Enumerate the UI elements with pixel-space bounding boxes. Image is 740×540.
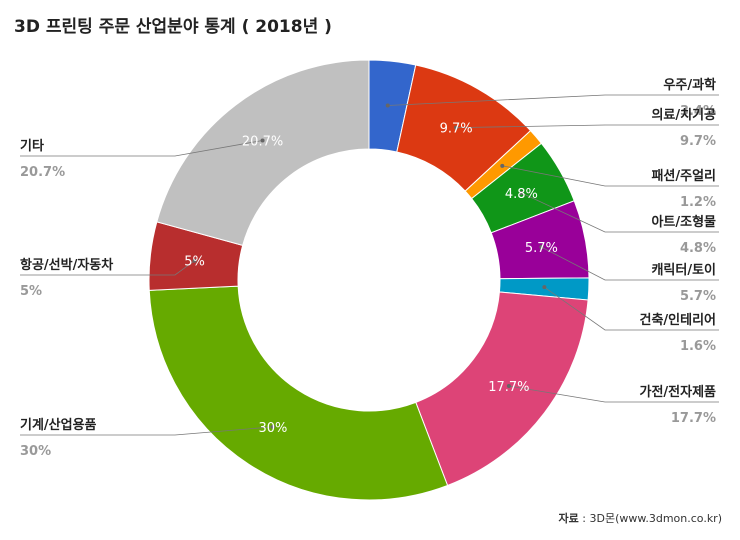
leader-dot-5	[539, 245, 544, 250]
inner-label-4: 4.8%	[505, 187, 538, 202]
leader-line-8	[20, 426, 273, 436]
category-label-5: 캐릭터/토이	[651, 262, 716, 278]
leader-line-10	[20, 140, 263, 157]
category-label-10: 기타	[20, 138, 44, 154]
inner-label-5: 5.7%	[525, 241, 558, 256]
value-label-3: 1.2%	[680, 195, 716, 210]
value-label-7: 17.7%	[671, 411, 716, 426]
category-label-8: 기계/산업용품	[20, 417, 97, 433]
category-label-7: 가전/전자제품	[639, 384, 716, 400]
leader-dot-3	[500, 163, 505, 168]
inner-label-7: 17.7%	[488, 380, 529, 395]
value-label-1: 3.4%	[680, 104, 716, 119]
leader-line-9	[20, 260, 195, 276]
category-label-9: 항공/선박/자동차	[20, 257, 113, 273]
source-text: : 3D몬(www.3dmon.co.kr)	[578, 512, 722, 525]
source-note: 자료 : 3D몬(www.3dmon.co.kr)	[559, 510, 722, 526]
leader-line-3	[502, 165, 719, 187]
slice-10	[156, 59, 370, 246]
leader-dot-6	[542, 285, 547, 290]
value-label-5: 5.7%	[680, 289, 716, 304]
inner-label-10: 20.7%	[242, 134, 283, 149]
category-label-4: 아트/조형물	[651, 214, 716, 230]
category-label-1: 우주/과학	[663, 77, 716, 93]
leader-dot-10	[260, 138, 265, 143]
leader-dot-9	[192, 258, 197, 263]
inner-label-8: 30%	[258, 421, 287, 436]
leader-dot-1	[385, 103, 390, 108]
leader-line-5	[541, 246, 719, 281]
slice-8	[148, 285, 449, 501]
source-label: 자료	[558, 512, 579, 525]
inner-labels: 9.7% 4.8% 5.7% 17.7% 30% 5% 20.7%	[184, 122, 558, 436]
leader-dot-8	[270, 424, 275, 429]
inner-label-9: 5%	[184, 255, 205, 270]
leader-line-6	[544, 286, 719, 331]
value-label-10: 20.7%	[20, 165, 65, 180]
value-label-2: 9.7%	[680, 134, 716, 149]
category-label-6: 건축/인테리어	[639, 312, 716, 328]
value-label-9: 5%	[20, 284, 42, 299]
leader-dot-2	[454, 125, 459, 130]
leader-lines	[20, 94, 719, 436]
donut-slices	[148, 59, 590, 501]
leader-dot-7	[506, 383, 511, 388]
category-label-2: 의료/치기공	[651, 107, 716, 123]
leader-line-4	[521, 192, 719, 233]
leader-line-2	[456, 124, 719, 129]
outer-labels: 우주/과학 3.4%의료/치기공 9.7% 패션/주얼리 1.2% 아트/조형물 4.8% 캐…	[20, 77, 716, 459]
value-label-6: 1.6%	[680, 339, 716, 354]
inner-label-2: 9.7%	[440, 122, 473, 137]
value-label-4: 4.8%	[680, 241, 716, 256]
leader-dot-4	[519, 190, 524, 195]
value-label-8: 30%	[20, 444, 51, 459]
category-label-3: 패션/주얼리	[651, 168, 716, 184]
chart-title: 3D 프린팅 주문 산업분야 통계 ( 2018년 )	[14, 17, 332, 37]
leader-line-1	[387, 94, 719, 106]
leader-line-7	[508, 385, 719, 403]
